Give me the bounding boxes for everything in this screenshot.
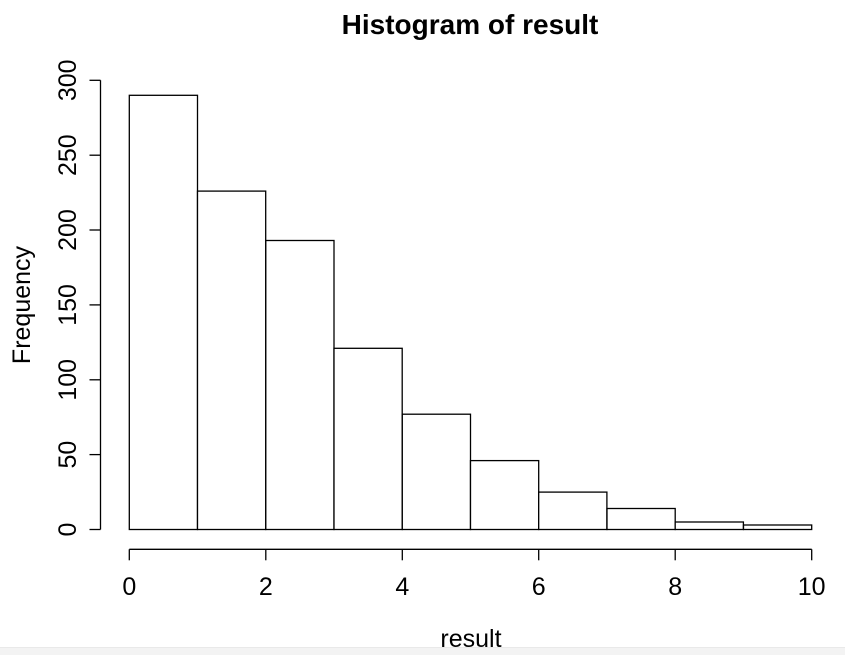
histogram-bars — [128, 94, 813, 531]
x-tick-label: 2 — [259, 573, 273, 601]
y-axis-label: Frequency — [8, 245, 36, 364]
y-tick-label: 250 — [54, 134, 82, 176]
histogram-bar — [674, 521, 745, 531]
x-tick-label: 10 — [798, 573, 826, 601]
x-tick-label: 4 — [395, 573, 409, 601]
y-tick-label: 150 — [54, 284, 82, 326]
histogram-bar — [333, 347, 403, 531]
histogram-bar — [196, 190, 267, 531]
y-tick-label: 300 — [54, 59, 82, 101]
y-axis: 0 50 100 150 200 250 300 — [54, 59, 102, 537]
histogram-bar — [538, 491, 608, 531]
y-tick-label: 100 — [54, 359, 82, 401]
x-tick-label: 6 — [532, 573, 546, 601]
x-tick-label: 0 — [122, 573, 136, 601]
histogram-bar — [401, 413, 472, 531]
histogram-bar — [742, 524, 813, 531]
y-tick-label: 0 — [54, 523, 82, 537]
histogram-bar — [606, 507, 676, 531]
x-axis: 0 2 4 6 8 10 — [122, 548, 826, 601]
histogram-bar — [128, 94, 199, 531]
y-tick-label: 50 — [54, 441, 82, 469]
histogram-bar — [469, 459, 540, 531]
x-tick-label: 8 — [668, 573, 682, 601]
window-bottom-strip — [0, 647, 845, 655]
histogram-bar — [265, 239, 335, 531]
y-tick-label: 200 — [54, 209, 82, 251]
chart-title: Histogram of result — [342, 9, 599, 40]
